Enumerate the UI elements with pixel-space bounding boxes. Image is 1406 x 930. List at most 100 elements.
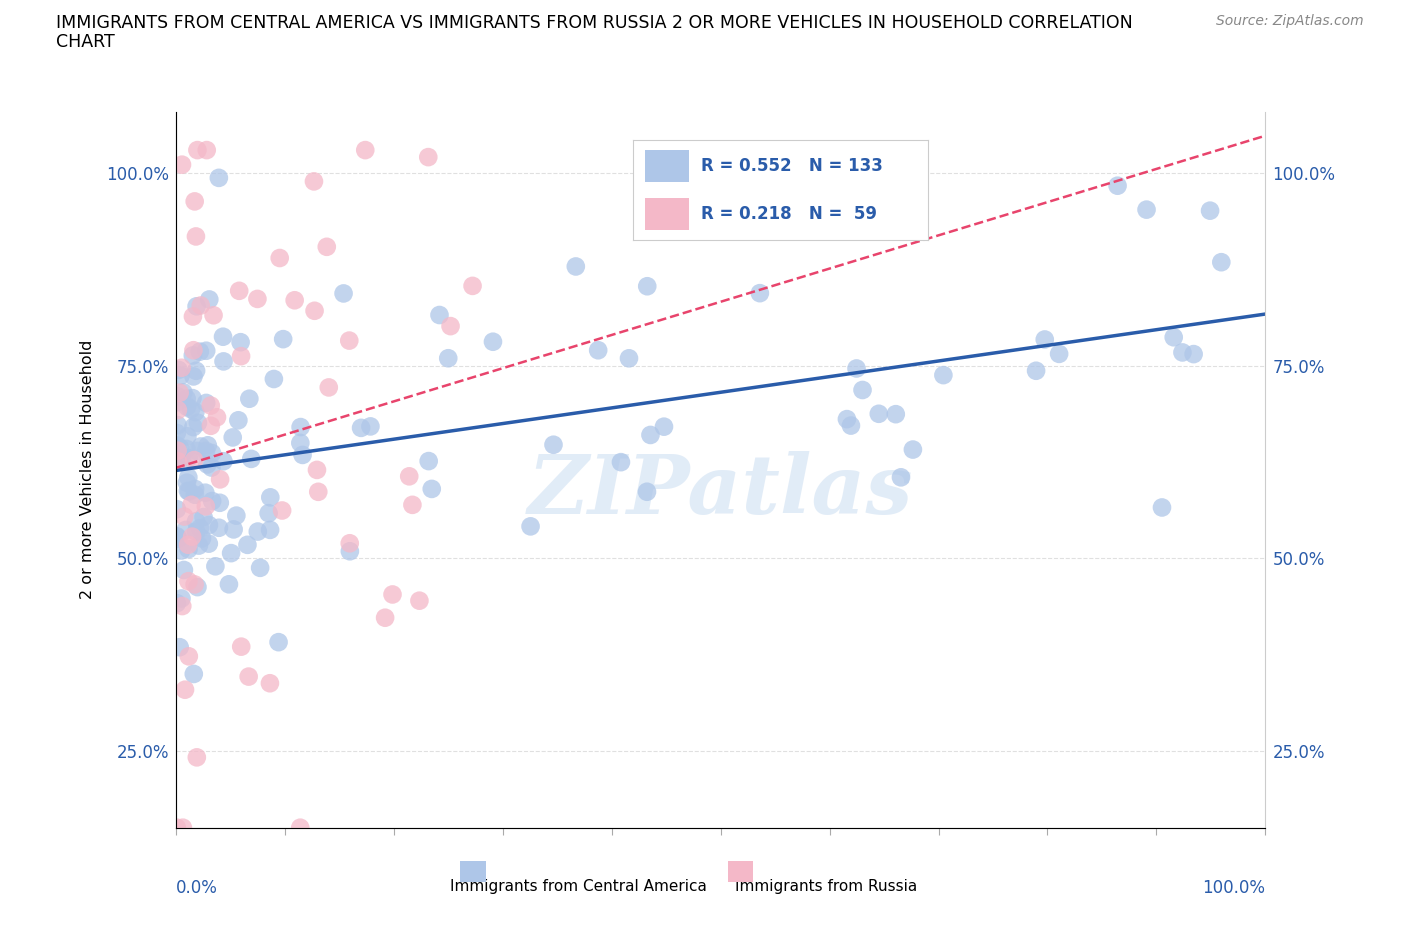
Point <box>176 392 198 406</box>
Point <box>617 351 640 365</box>
Point <box>180 402 202 417</box>
Point <box>208 520 231 535</box>
Point <box>1033 332 1056 347</box>
Point <box>183 419 205 434</box>
Point <box>186 444 208 458</box>
Point <box>212 454 235 469</box>
Point <box>1182 347 1205 362</box>
Point <box>166 418 188 432</box>
Point <box>652 419 675 434</box>
Point <box>166 530 188 545</box>
Point <box>610 455 633 470</box>
Point <box>183 577 205 591</box>
Point <box>174 523 197 538</box>
Point <box>195 343 218 358</box>
Point <box>176 442 198 457</box>
Point <box>290 820 312 835</box>
Point <box>195 142 218 157</box>
Point <box>202 308 225 323</box>
Point <box>166 454 188 469</box>
Point <box>429 308 451 323</box>
Point <box>169 640 191 655</box>
Point <box>212 354 235 369</box>
Point <box>305 462 328 477</box>
Point <box>183 369 205 384</box>
Point <box>1047 347 1070 362</box>
Point <box>183 343 205 358</box>
Point <box>177 470 200 485</box>
Point <box>271 332 294 347</box>
Point <box>177 574 200 589</box>
Point <box>208 170 231 185</box>
Point <box>1171 345 1194 360</box>
Point <box>236 538 259 552</box>
Text: 0.0%: 0.0% <box>176 879 218 897</box>
Point <box>461 278 484 293</box>
Point <box>374 610 396 625</box>
Point <box>188 344 211 359</box>
Point <box>932 367 955 382</box>
Point <box>565 259 588 274</box>
Point <box>839 418 862 433</box>
Point <box>176 475 198 490</box>
Point <box>201 445 224 460</box>
Point <box>169 385 191 400</box>
Point <box>868 406 890 421</box>
Point <box>195 395 218 410</box>
Point <box>167 363 190 378</box>
Point <box>177 451 200 466</box>
Point <box>290 435 312 450</box>
Point <box>186 299 208 313</box>
Point <box>437 351 460 365</box>
Point <box>212 329 235 344</box>
Point <box>302 174 325 189</box>
Point <box>169 450 191 465</box>
Point <box>186 579 208 594</box>
Point <box>339 544 361 559</box>
Point <box>166 426 188 441</box>
Point <box>851 382 873 397</box>
Point <box>184 405 207 419</box>
Point <box>173 563 195 578</box>
Point <box>181 391 204 405</box>
Point <box>259 523 281 538</box>
Point <box>166 395 188 410</box>
Point <box>284 293 307 308</box>
Point <box>166 502 188 517</box>
Point <box>259 490 281 505</box>
Point <box>332 286 354 301</box>
Point <box>184 487 207 502</box>
Point <box>246 525 269 539</box>
Point <box>198 518 221 533</box>
Point <box>194 485 217 500</box>
Point <box>174 683 197 698</box>
Point <box>304 303 326 318</box>
Point <box>177 542 200 557</box>
Point <box>209 472 232 486</box>
Point <box>748 286 770 300</box>
Point <box>186 525 208 539</box>
Point <box>238 670 260 684</box>
Point <box>177 649 200 664</box>
Point <box>187 416 209 431</box>
Point <box>359 418 381 433</box>
Point <box>169 440 191 455</box>
Point <box>201 494 224 509</box>
Point <box>183 194 205 209</box>
Point <box>291 447 314 462</box>
Point <box>172 450 194 465</box>
Point <box>166 529 188 544</box>
Point <box>401 498 423 512</box>
Bar <box>645 151 689 182</box>
Point <box>586 343 609 358</box>
Point <box>190 439 212 454</box>
Point <box>228 284 250 299</box>
Point <box>177 484 200 498</box>
Point <box>197 438 219 453</box>
Point <box>166 596 188 611</box>
Point <box>228 413 250 428</box>
Point <box>884 406 907 421</box>
Point <box>1107 179 1129 193</box>
Point <box>195 457 218 472</box>
Point <box>193 510 215 525</box>
